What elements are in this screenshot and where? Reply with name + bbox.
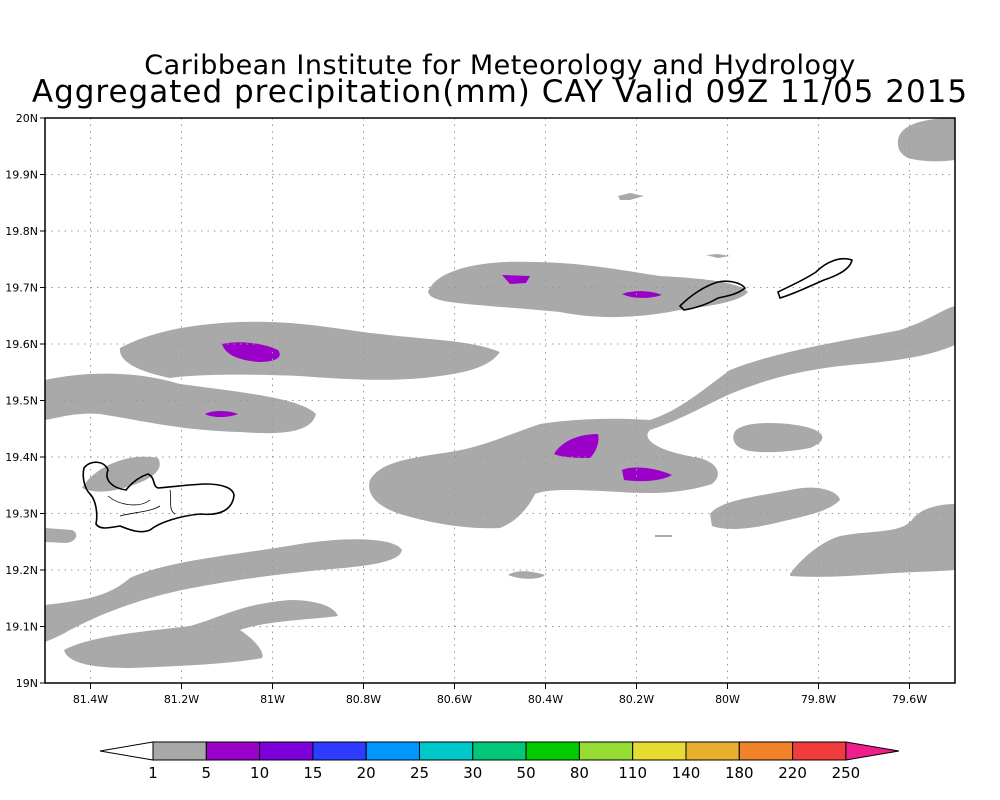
colorbar-swatch <box>472 741 527 761</box>
precip-core <box>622 467 672 482</box>
colorbar-swatch <box>632 741 687 761</box>
precip-light-areas <box>45 118 956 668</box>
precip-area <box>119 321 501 380</box>
colorbar-swatch <box>738 741 794 761</box>
precip-core <box>502 275 530 284</box>
colorbar-swatch <box>205 741 261 761</box>
colorbar-label: 25 <box>410 764 429 782</box>
colorbar-swatch <box>365 741 421 761</box>
y-tick-label: 19.6N <box>5 338 38 351</box>
precip-area <box>655 535 672 537</box>
colorbar-label: 10 <box>250 764 269 782</box>
colorbar-swatch <box>685 741 740 761</box>
precip-area <box>790 504 955 577</box>
x-tick-label: 80.4W <box>528 693 563 706</box>
x-tick-label: 81.2W <box>164 693 199 706</box>
colorbar: 1 5 10 15 20 25 30 50 80 110 140 180 220 250 <box>99 741 899 782</box>
precip-area <box>706 254 730 258</box>
y-tick-label: 19.4N <box>5 451 38 464</box>
x-axis-ticks: 81.4W 81.2W 81W 80.8W 80.6W 80.4W 80.2W 80W 79.8… <box>73 683 927 706</box>
colorbar-swatch <box>792 741 847 761</box>
chart-title: Caribbean Institute for Meteorology and … <box>144 50 856 81</box>
map-grid <box>45 118 955 683</box>
colorbar-label: 250 <box>832 764 861 782</box>
precip-area <box>45 528 77 543</box>
colorbar-label: 50 <box>517 764 536 782</box>
grand-cayman-outline <box>82 461 235 533</box>
x-tick-label: 80.2W <box>619 693 654 706</box>
precip-core <box>205 411 238 417</box>
colorbar-label: 20 <box>357 764 376 782</box>
colorbar-label: 220 <box>778 764 807 782</box>
x-tick-label: 80.8W <box>346 693 381 706</box>
colorbar-high-arrow <box>845 741 899 761</box>
y-tick-label: 19.5N <box>5 395 38 408</box>
colorbar-swatch <box>525 741 580 761</box>
colorbar-label: 30 <box>463 764 482 782</box>
cayman-brac-outline <box>777 257 853 299</box>
precip-area <box>45 539 402 642</box>
little-cayman-outline <box>678 280 747 311</box>
x-tick-label: 79.8W <box>801 693 836 706</box>
colorbar-swatch <box>259 741 314 761</box>
y-tick-label: 20N <box>16 112 38 125</box>
colorbar-label: 5 <box>202 764 212 782</box>
precip-area <box>710 487 840 529</box>
x-tick-label: 81W <box>260 693 285 706</box>
precip-area <box>82 456 160 492</box>
x-tick-label: 80.6W <box>437 693 472 706</box>
precip-core <box>622 291 662 298</box>
grand-cayman-sound <box>107 489 176 517</box>
colorbar-label: 140 <box>672 764 701 782</box>
precip-area <box>45 373 316 434</box>
precip-area <box>369 306 956 529</box>
chart-subtitle: Aggregated precipitation(mm) CAY Valid 0… <box>31 74 969 110</box>
colorbar-label: 80 <box>570 764 589 782</box>
precip-area <box>618 193 644 200</box>
precip-area <box>508 571 545 579</box>
colorbar-label: 180 <box>725 764 754 782</box>
y-tick-label: 19.1N <box>5 621 38 634</box>
x-tick-label: 81.4W <box>73 693 108 706</box>
y-axis-ticks: 19N 19.1N 19.2N 19.3N 19.4N 19.5N 19.6N 19.7N 19… <box>5 112 45 690</box>
colorbar-low-arrow <box>99 741 154 761</box>
precip-heavy-areas <box>205 275 672 482</box>
islands <box>82 257 853 533</box>
x-tick-label: 79.6W <box>892 693 927 706</box>
y-tick-label: 19N <box>16 677 38 690</box>
precip-area <box>897 118 955 162</box>
colorbar-swatch <box>152 741 207 761</box>
colorbar-label: 15 <box>303 764 322 782</box>
y-tick-label: 19.3N <box>5 508 38 521</box>
x-tick-label: 80W <box>715 693 740 706</box>
colorbar-swatch <box>312 741 367 761</box>
precip-core <box>554 434 599 458</box>
precip-area <box>733 423 823 453</box>
y-tick-label: 19.2N <box>5 564 38 577</box>
y-tick-label: 19.9N <box>5 169 38 182</box>
precip-core <box>222 342 280 362</box>
colorbar-swatch <box>419 741 474 761</box>
colorbar-label: 1 <box>148 764 158 782</box>
colorbar-swatch <box>578 741 634 761</box>
colorbar-label: 110 <box>618 764 647 782</box>
y-tick-label: 19.8N <box>5 225 38 238</box>
precip-area <box>64 600 338 668</box>
y-tick-label: 19.7N <box>5 282 38 295</box>
